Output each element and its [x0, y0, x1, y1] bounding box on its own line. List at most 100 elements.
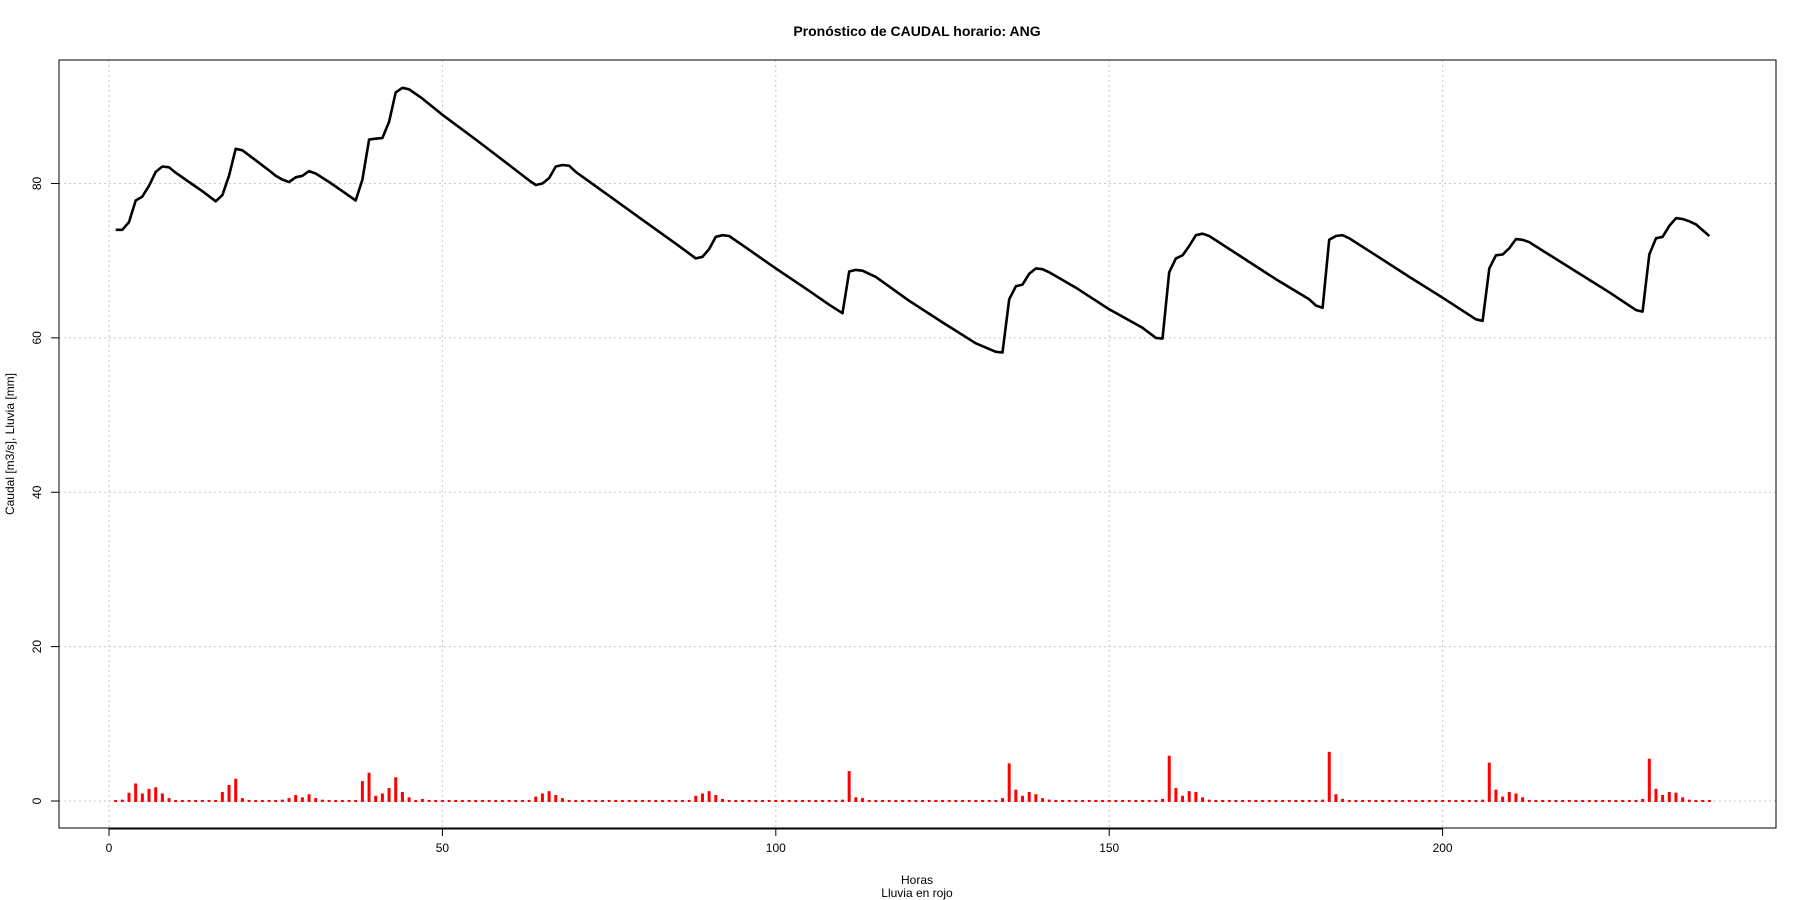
- lluvia-bar: [727, 799, 731, 802]
- lluvia-bar: [700, 793, 704, 802]
- lluvia-bar: [1014, 789, 1018, 802]
- lluvia-bar: [1467, 799, 1471, 802]
- y-tick-label: 60: [30, 331, 44, 345]
- lluvia-bar: [674, 799, 678, 802]
- lluvia-bar: [1521, 797, 1525, 802]
- lluvia-bar: [954, 799, 958, 802]
- lluvia-bar: [680, 799, 684, 802]
- lluvia-bar: [534, 796, 538, 802]
- lluvia-bar: [834, 799, 838, 802]
- lluvia-bar: [1687, 799, 1691, 802]
- lluvia-bar: [1287, 799, 1291, 802]
- lluvia-bar: [440, 799, 444, 802]
- lluvia-bar: [340, 799, 344, 802]
- lluvia-bar: [187, 799, 191, 802]
- lluvia-bar: [647, 799, 651, 802]
- lluvia-bar: [1281, 799, 1285, 802]
- lluvia-bar: [127, 792, 131, 802]
- lluvia-bar: [994, 799, 998, 802]
- lluvia-bar: [1301, 799, 1305, 802]
- lluvia-bar: [1674, 792, 1678, 802]
- lluvia-bar: [907, 799, 911, 802]
- lluvia-bar: [820, 799, 824, 802]
- lluvia-bar: [1554, 799, 1558, 802]
- lluvia-bar: [634, 799, 638, 802]
- lluvia-bar: [594, 799, 598, 802]
- lluvia-bar: [367, 772, 371, 802]
- lluvia-bar: [554, 795, 558, 802]
- lluvia-bar: [1247, 799, 1251, 802]
- lluvia-bar: [1234, 799, 1238, 802]
- lluvia-bar: [1007, 763, 1011, 802]
- lluvia-bar: [720, 798, 724, 802]
- lluvia-bar: [774, 799, 778, 802]
- lluvia-bar: [1181, 795, 1185, 802]
- lluvia-bar: [860, 798, 864, 802]
- lluvia-bar: [120, 799, 124, 802]
- lluvia-bar: [927, 799, 931, 802]
- lluvia-bar: [560, 798, 564, 802]
- lluvia-bar: [767, 799, 771, 802]
- lluvia-bar: [1461, 799, 1465, 802]
- lluvia-bar: [921, 799, 925, 802]
- lluvia-bar: [1294, 799, 1298, 802]
- lluvia-bar: [1261, 799, 1265, 802]
- lluvia-bar: [1334, 794, 1338, 802]
- lluvia-bar: [1501, 796, 1505, 802]
- lluvia-bar: [660, 799, 664, 802]
- lluvia-bar: [480, 799, 484, 802]
- lluvia-bar: [1041, 798, 1045, 802]
- lluvia-bar: [140, 793, 144, 802]
- lluvia-bar: [981, 799, 985, 802]
- lluvia-bar: [487, 799, 491, 802]
- lluvia-bar: [267, 799, 271, 802]
- lluvia-bar: [1347, 799, 1351, 802]
- lluvia-bar: [754, 799, 758, 802]
- y-tick-label: 40: [30, 485, 44, 499]
- lluvia-bar: [154, 787, 158, 802]
- lluvia-bar: [854, 797, 858, 802]
- lluvia-bar: [380, 793, 384, 802]
- lluvia-bar: [527, 799, 531, 802]
- lluvia-bar: [867, 799, 871, 802]
- lluvia-bar: [1407, 799, 1411, 802]
- lluvia-bar: [600, 799, 604, 802]
- caudal-series-line: [115, 86, 1711, 354]
- lluvia-bar: [180, 799, 184, 802]
- lluvia-bar: [914, 799, 918, 802]
- lluvia-bar: [220, 791, 224, 802]
- lluvia-bar: [1114, 799, 1118, 802]
- lluvia-bar: [1174, 788, 1178, 802]
- y-axis-label: Caudal [m3/s], Lluvia [mm]: [3, 373, 17, 515]
- lluvia-bar: [494, 799, 498, 802]
- lluvia-bar: [1634, 799, 1638, 802]
- lluvia-bar: [620, 799, 624, 802]
- lluvia-bar: [1221, 799, 1225, 802]
- lluvia-bar: [947, 799, 951, 802]
- chart-title: Pronóstico de CAUDAL horario: ANG: [793, 23, 1040, 39]
- lluvia-bar: [800, 799, 804, 802]
- lluvia-bar: [234, 778, 238, 802]
- lluvia-bar: [567, 799, 571, 802]
- lluvia-bar: [414, 799, 418, 802]
- lluvia-bar: [1154, 799, 1158, 802]
- lluvia-bar: [1094, 799, 1098, 802]
- lluvia-bar: [240, 798, 244, 802]
- lluvia-bar: [1507, 791, 1511, 802]
- lluvia-bar: [1314, 799, 1318, 802]
- lluvia-bar: [1227, 799, 1231, 802]
- lluvia-bar: [1607, 799, 1611, 802]
- lluvia-bar: [500, 799, 504, 802]
- lluvia-bar: [1187, 791, 1191, 802]
- lluvia-bar: [1274, 799, 1278, 802]
- lluvia-bar: [1381, 799, 1385, 802]
- lluvia-bar: [1147, 799, 1151, 802]
- lluvia-bar: [794, 799, 798, 802]
- lluvia-bar: [514, 799, 518, 802]
- lluvia-bar: [520, 799, 524, 802]
- lluvia-bar: [1654, 788, 1658, 802]
- lluvia-bar: [1127, 799, 1131, 802]
- lluvia-bar: [207, 799, 211, 802]
- y-tick-label: 80: [30, 177, 44, 191]
- lluvia-bar: [614, 799, 618, 802]
